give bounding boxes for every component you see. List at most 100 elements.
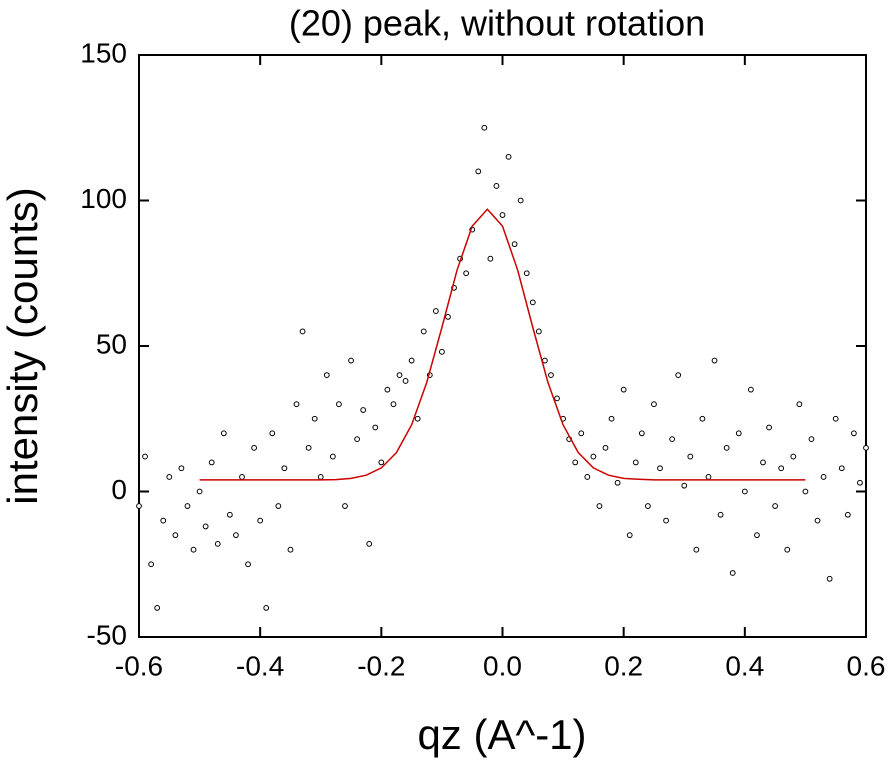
x-tick-label: 0.0 <box>483 650 522 681</box>
data-point <box>511 241 518 248</box>
data-point <box>723 444 730 451</box>
data-point <box>554 395 560 402</box>
data-point <box>542 357 548 364</box>
data-point <box>766 424 772 431</box>
x-tick-label: 0.4 <box>725 650 764 681</box>
data-point <box>493 183 500 189</box>
data-point <box>432 308 439 314</box>
data-point <box>239 474 245 480</box>
data-point <box>329 453 336 460</box>
data-point <box>214 540 221 547</box>
y-axis-label: intensity (counts) <box>0 187 46 504</box>
data-point <box>578 430 585 437</box>
data-point <box>523 270 530 277</box>
fit-line <box>199 208 806 481</box>
data-point <box>517 197 524 204</box>
data-point <box>572 459 579 466</box>
data-point <box>196 488 203 495</box>
data-point <box>669 436 676 443</box>
data-point <box>154 605 161 611</box>
plot-frame <box>138 54 867 638</box>
data-point <box>342 503 348 509</box>
data-point <box>548 372 554 379</box>
data-point <box>826 575 833 582</box>
x-tick-label: 0.6 <box>847 650 886 681</box>
data-point <box>681 482 688 489</box>
data-point <box>475 168 482 175</box>
data-point <box>790 453 797 460</box>
data-point <box>844 511 851 518</box>
data-point <box>178 465 185 472</box>
data-point <box>142 453 148 460</box>
data-point <box>275 503 282 509</box>
data-point <box>402 378 409 384</box>
data-point <box>190 546 197 553</box>
data-point <box>148 561 155 568</box>
data-point <box>311 415 318 422</box>
data-point <box>336 401 342 408</box>
data-point <box>439 348 445 355</box>
data-point <box>372 424 379 431</box>
data-point <box>796 401 803 408</box>
data-point <box>281 465 288 472</box>
data-point <box>820 474 827 480</box>
data-point <box>802 488 809 495</box>
y-tick-label: 150 <box>80 37 127 68</box>
data-point <box>445 314 451 320</box>
data-point <box>657 465 663 472</box>
data-point <box>481 124 488 131</box>
data-point <box>693 546 700 553</box>
x-tick-label: -0.4 <box>236 650 284 681</box>
data-point <box>487 255 494 262</box>
data-point <box>608 415 615 422</box>
x-tick-label: -0.2 <box>357 650 405 681</box>
data-point <box>263 605 270 611</box>
data-point <box>348 357 354 364</box>
data-point <box>651 401 657 408</box>
data-point <box>590 453 597 460</box>
y-tick-label: 50 <box>96 328 127 359</box>
data-point <box>390 401 397 408</box>
data-point <box>463 270 470 277</box>
data-point <box>687 453 694 460</box>
data-point <box>808 436 815 443</box>
data-point <box>220 430 227 437</box>
data-point <box>251 444 258 451</box>
data-point <box>729 570 736 576</box>
data-point <box>184 503 191 509</box>
data-point <box>857 479 863 486</box>
data-point <box>396 372 403 379</box>
y-tick-label: 100 <box>80 183 127 214</box>
data-point <box>202 523 209 530</box>
data-point <box>663 517 669 524</box>
data-point <box>620 386 627 393</box>
data-point <box>166 474 173 480</box>
x-axis-label: qz (A^-1) <box>417 711 586 758</box>
data-point <box>814 517 821 524</box>
data-point <box>602 444 609 451</box>
data-point <box>505 153 512 160</box>
data-point <box>832 415 839 422</box>
data-point <box>499 212 506 218</box>
y-tick-label: 0 <box>111 474 127 505</box>
data-point <box>354 436 361 443</box>
data-point <box>699 415 706 422</box>
data-point <box>747 386 754 393</box>
data-point <box>760 459 766 466</box>
data-point <box>305 444 312 451</box>
data-point <box>638 430 645 437</box>
data-point <box>675 372 682 379</box>
data-point <box>596 503 603 509</box>
data-point <box>529 299 536 306</box>
data-point <box>172 532 179 539</box>
data-point <box>160 517 167 524</box>
data-point <box>717 511 724 518</box>
data-point <box>299 328 306 335</box>
data-point <box>233 532 239 539</box>
data-point <box>384 386 391 393</box>
data-point <box>705 474 712 480</box>
data-point <box>408 357 415 364</box>
data-point <box>420 328 427 335</box>
chart-title: (20) peak, without rotation <box>289 3 705 44</box>
